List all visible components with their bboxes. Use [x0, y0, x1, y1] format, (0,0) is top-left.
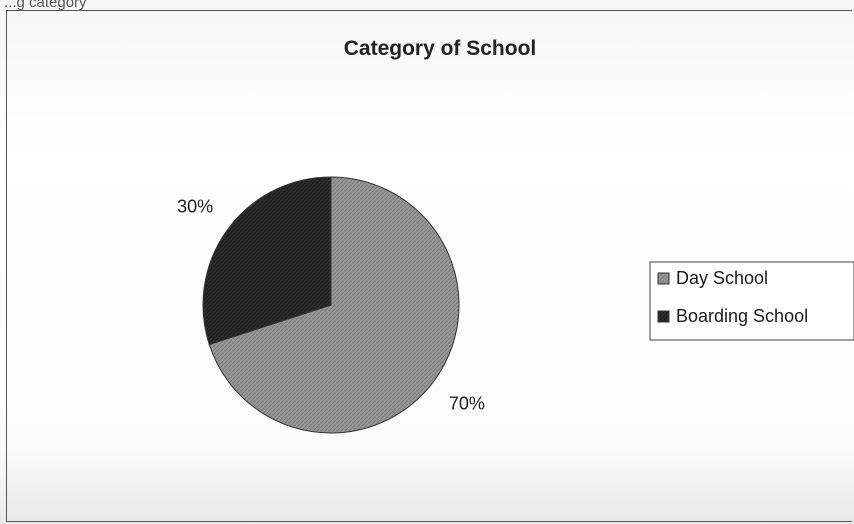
legend-swatch-day-school — [657, 272, 670, 285]
legend-label-boarding-school: Boarding School — [676, 306, 808, 326]
legend-box — [649, 261, 854, 341]
chart-frame — [6, 10, 852, 522]
slice-label-boarding-school: 30% — [177, 196, 213, 216]
cropped-caption-text: ...g category — [4, 0, 87, 11]
chart-title: Category of School — [344, 37, 537, 60]
pie-slice-boarding-school — [202, 176, 332, 346]
slice-label-day-school: 70% — [449, 394, 485, 414]
pie-slice-day-school — [208, 176, 460, 434]
legend-swatch-boarding-school — [657, 310, 670, 323]
legend-label-day-school: Day School — [676, 268, 768, 288]
